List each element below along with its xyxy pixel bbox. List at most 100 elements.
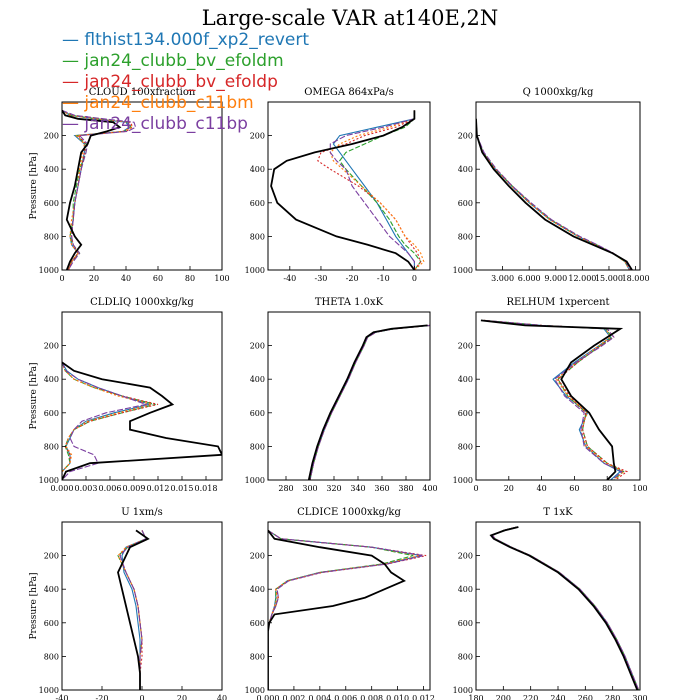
x-tick-label: 400 bbox=[422, 484, 437, 493]
y-tick-label: 400 bbox=[250, 165, 265, 174]
y-tick-label: 600 bbox=[44, 409, 59, 418]
series-line bbox=[484, 319, 625, 480]
series-group bbox=[480, 319, 629, 480]
y-tick-label: 200 bbox=[458, 342, 473, 351]
series-line bbox=[62, 362, 149, 480]
x-tick-label: 0.010 bbox=[386, 694, 409, 700]
chart-panel: 200 400 600 800 1000 3.000 6.000 9.000 12.00015.… bbox=[453, 87, 650, 283]
series-line bbox=[268, 529, 414, 690]
figure-title: Large-scale VAR at140E,2N bbox=[201, 6, 499, 30]
x-tick-label: 0.018 bbox=[195, 484, 218, 493]
observation-line bbox=[62, 361, 222, 480]
series-line bbox=[491, 526, 640, 690]
y-tick-label: 1000 bbox=[245, 476, 265, 485]
series-line bbox=[119, 530, 147, 690]
series-line bbox=[62, 109, 134, 270]
y-tick-label: 400 bbox=[250, 375, 265, 384]
series-line bbox=[491, 526, 640, 690]
observation-line bbox=[268, 529, 407, 690]
series-group bbox=[270, 110, 425, 270]
plot-frame bbox=[475, 311, 641, 481]
y-tick-label: 800 bbox=[44, 232, 59, 241]
panel-title: THETA 1.0xK bbox=[315, 297, 384, 308]
series-line bbox=[309, 324, 430, 480]
series-line bbox=[491, 526, 640, 690]
x-tick-label: -40 bbox=[56, 694, 69, 700]
series-line bbox=[268, 529, 422, 690]
x-tick-label: 220 bbox=[523, 694, 538, 700]
x-tick-label: 0.002 bbox=[282, 694, 305, 700]
x-tick-label: 360 bbox=[374, 484, 389, 493]
y-tick-label: 800 bbox=[458, 232, 473, 241]
y-tick-label: 800 bbox=[44, 442, 59, 451]
x-tick-label: 0 bbox=[59, 274, 64, 283]
chart-panel: 200 400 600 800 1000-40 -20 0 20 40 U 1xm/s Pressu… bbox=[29, 507, 227, 700]
y-tick-label: 200 bbox=[458, 552, 473, 561]
chart-panel: 200 400 600 800 1000 280 300 320 340 360 380 400 THE… bbox=[245, 297, 438, 493]
series-group bbox=[476, 118, 633, 270]
x-tick-label: 300 bbox=[302, 484, 317, 493]
y-tick-label: 400 bbox=[44, 165, 59, 174]
y-tick-label: 600 bbox=[250, 409, 265, 418]
series-line bbox=[476, 118, 630, 270]
series-line bbox=[329, 110, 415, 270]
panel-title: U 1xm/s bbox=[121, 507, 163, 518]
y-tick-label: 800 bbox=[458, 442, 473, 451]
y-tick-label: 400 bbox=[458, 375, 473, 384]
x-tick-label: -20 bbox=[346, 274, 359, 283]
series-line bbox=[476, 118, 631, 270]
x-tick-label: 0.003 bbox=[75, 484, 98, 493]
x-tick-label: 0.008 bbox=[360, 694, 383, 700]
y-tick-label: 1000 bbox=[245, 266, 265, 275]
y-tick-label: 200 bbox=[250, 552, 265, 561]
series-line bbox=[62, 362, 152, 480]
x-tick-label: 300 bbox=[632, 694, 647, 700]
x-tick-label: 12.000 bbox=[568, 274, 596, 283]
x-tick-label: 40 bbox=[537, 484, 547, 493]
observation-line bbox=[307, 324, 428, 480]
series-group bbox=[268, 529, 427, 690]
y-tick-label: 400 bbox=[458, 165, 473, 174]
y-tick-label: 400 bbox=[250, 585, 265, 594]
series-group bbox=[307, 324, 430, 480]
y-axis-label: Pressure [hPa] bbox=[29, 362, 39, 429]
x-tick-label: 0.000 bbox=[257, 694, 280, 700]
y-tick-label: 600 bbox=[458, 199, 473, 208]
x-tick-label: 6.000 bbox=[518, 274, 541, 283]
series-line bbox=[119, 530, 147, 690]
y-tick-label: 200 bbox=[44, 552, 59, 561]
y-tick-label: 1000 bbox=[39, 686, 59, 695]
series-group bbox=[117, 529, 150, 690]
y-tick-label: 200 bbox=[44, 132, 59, 141]
panel-title: CLDICE 1000xkg/kg bbox=[297, 507, 401, 518]
series-line bbox=[484, 319, 624, 480]
y-tick-label: 600 bbox=[250, 199, 265, 208]
x-tick-label: 20 bbox=[177, 694, 187, 700]
x-tick-label: 60 bbox=[153, 274, 163, 283]
x-tick-label: 280 bbox=[605, 694, 620, 700]
panel-title: RELHUM 1xpercent bbox=[506, 297, 609, 308]
y-tick-label: 200 bbox=[250, 342, 265, 351]
x-tick-label: -30 bbox=[315, 274, 328, 283]
x-tick-label: 80 bbox=[602, 484, 612, 493]
y-tick-label: 1000 bbox=[453, 266, 473, 275]
x-tick-label: 0.012 bbox=[412, 694, 435, 700]
x-tick-label: 20 bbox=[504, 484, 514, 493]
series-line bbox=[268, 529, 427, 690]
series-line bbox=[476, 118, 630, 270]
x-tick-label: 0.006 bbox=[99, 484, 122, 493]
x-tick-label: 100 bbox=[632, 484, 647, 493]
observation-line bbox=[489, 526, 639, 690]
x-tick-label: 0 bbox=[139, 694, 144, 700]
x-tick-label: 3.000 bbox=[491, 274, 514, 283]
y-tick-label: 800 bbox=[250, 442, 265, 451]
series-line bbox=[121, 530, 147, 690]
series-group bbox=[62, 361, 222, 480]
observation-line bbox=[476, 118, 633, 270]
y-tick-label: 600 bbox=[458, 409, 473, 418]
